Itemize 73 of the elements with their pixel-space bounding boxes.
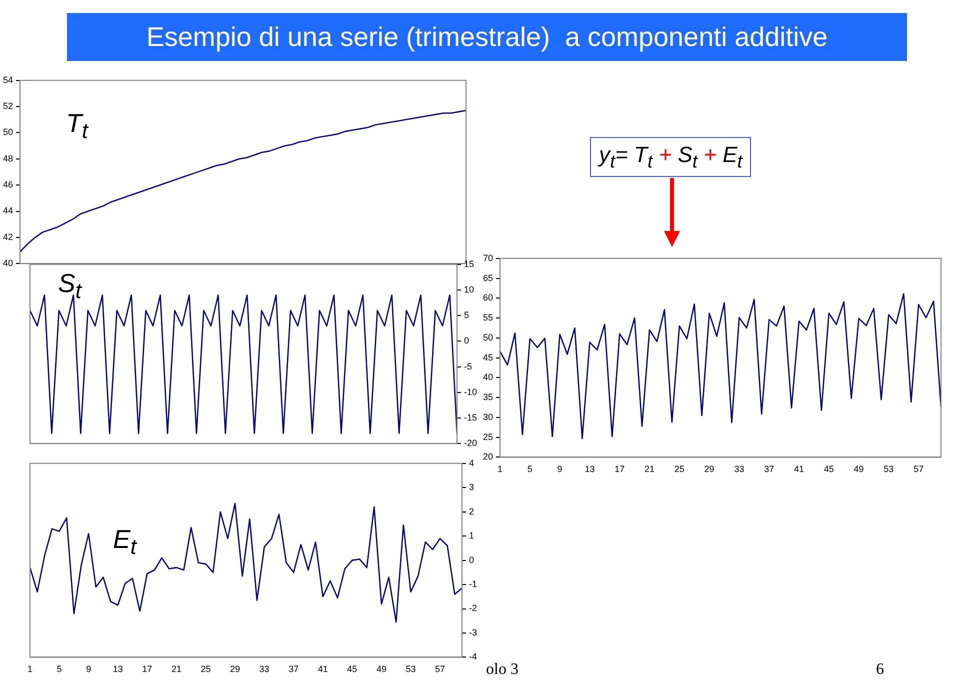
y-tick-label: -20 <box>464 438 478 448</box>
y-tick-label: 60 <box>482 292 494 303</box>
x-tick-label: 57 <box>435 664 446 674</box>
y-tick-label: 0 <box>469 554 474 565</box>
x-tick-label: 13 <box>112 664 123 674</box>
x-tick-label: 37 <box>288 664 299 674</box>
x-tick-label: 21 <box>171 664 182 674</box>
y-tick-label: 5 <box>464 310 470 320</box>
text: y$_{t}$= T$_{t}$ + S$_{t}$ + E$_{t}$ <box>599 142 742 172</box>
x-tick-label: 17 <box>142 664 152 674</box>
y-tick-label: -5 <box>464 361 472 372</box>
x-tick-label: 49 <box>376 664 386 674</box>
x-tick-label: 57 <box>914 464 924 474</box>
text: 6 <box>876 660 884 680</box>
y-tick-label: 15 <box>464 258 474 269</box>
y-tick-label: -10 <box>464 386 478 397</box>
y-tick-label: 50 <box>2 127 14 138</box>
y-tick-label: 40 <box>2 258 14 268</box>
x-tick-label: 33 <box>259 664 270 674</box>
x-tick-label: 49 <box>854 464 864 474</box>
y-tick-label: -4 <box>469 652 478 662</box>
x-tick-label: 41 <box>794 464 804 474</box>
annotation: S$_{t}$ <box>58 268 82 304</box>
y-tick-label: -3 <box>469 627 478 638</box>
y-tick-label: 1 <box>469 530 474 541</box>
text: olo 3 <box>486 660 518 680</box>
x-tick-label: 1 <box>498 464 503 474</box>
y-tick-label: 25 <box>482 432 494 442</box>
y-tick-label: -15 <box>464 412 478 422</box>
x-tick-label: 53 <box>406 664 416 674</box>
y-tick-label: 54 <box>2 74 14 85</box>
y-tick-label: 52 <box>2 101 14 112</box>
y-tick-label: 45 <box>482 352 494 362</box>
x-tick-label: 25 <box>200 664 211 674</box>
y-tick-label: 42 <box>2 232 14 242</box>
y-tick-label: 48 <box>2 153 14 164</box>
chart-title: Esempio di una serie (trimestrale) a componenti additive <box>67 13 907 61</box>
y-tick-label: 55 <box>482 312 494 323</box>
x-tick-label: 9 <box>86 664 92 674</box>
x-tick-label: 5 <box>56 664 62 674</box>
y-tick-label: 10 <box>464 284 474 294</box>
y-tick-label: 2 <box>469 506 474 516</box>
x-tick-label: 37 <box>764 464 774 474</box>
x-tick-label: 45 <box>824 464 834 474</box>
y-tick-label: 4 <box>469 458 474 468</box>
y-tick-label: 50 <box>482 332 494 342</box>
y-tick-label: 30 <box>482 412 494 422</box>
y-tick-label: 20 <box>482 452 494 462</box>
x-tick-label: 5 <box>527 464 532 474</box>
x-tick-label: 1 <box>27 664 33 674</box>
y-tick-label: 65 <box>482 272 494 283</box>
y-tick-label: 46 <box>2 180 14 190</box>
y-tick-label: 70 <box>482 252 494 263</box>
x-tick-label: 41 <box>318 664 328 674</box>
y-tick-label: -2 <box>469 603 478 614</box>
y-tick-label: 0 <box>464 336 470 346</box>
annotation: T$_{t}$ <box>66 108 88 144</box>
x-tick-label: 53 <box>884 464 894 474</box>
x-tick-label: 17 <box>614 464 625 474</box>
annotation: E$_{t}$ <box>113 524 136 560</box>
x-tick-label: 21 <box>644 464 655 474</box>
y-tick-label: 40 <box>482 372 494 382</box>
x-tick-label: 45 <box>347 664 358 674</box>
x-tick-label: 9 <box>557 464 562 474</box>
x-tick-label: 29 <box>230 664 240 674</box>
x-tick-label: 33 <box>734 464 744 474</box>
x-tick-label: 13 <box>584 464 595 474</box>
y-tick-label: 44 <box>2 206 14 216</box>
x-tick-label: 25 <box>674 464 684 474</box>
y-tick-label: 3 <box>469 482 474 492</box>
y-tick-label: -1 <box>469 579 478 590</box>
x-tick-label: 29 <box>704 464 714 474</box>
y-tick-label: 35 <box>482 392 494 402</box>
